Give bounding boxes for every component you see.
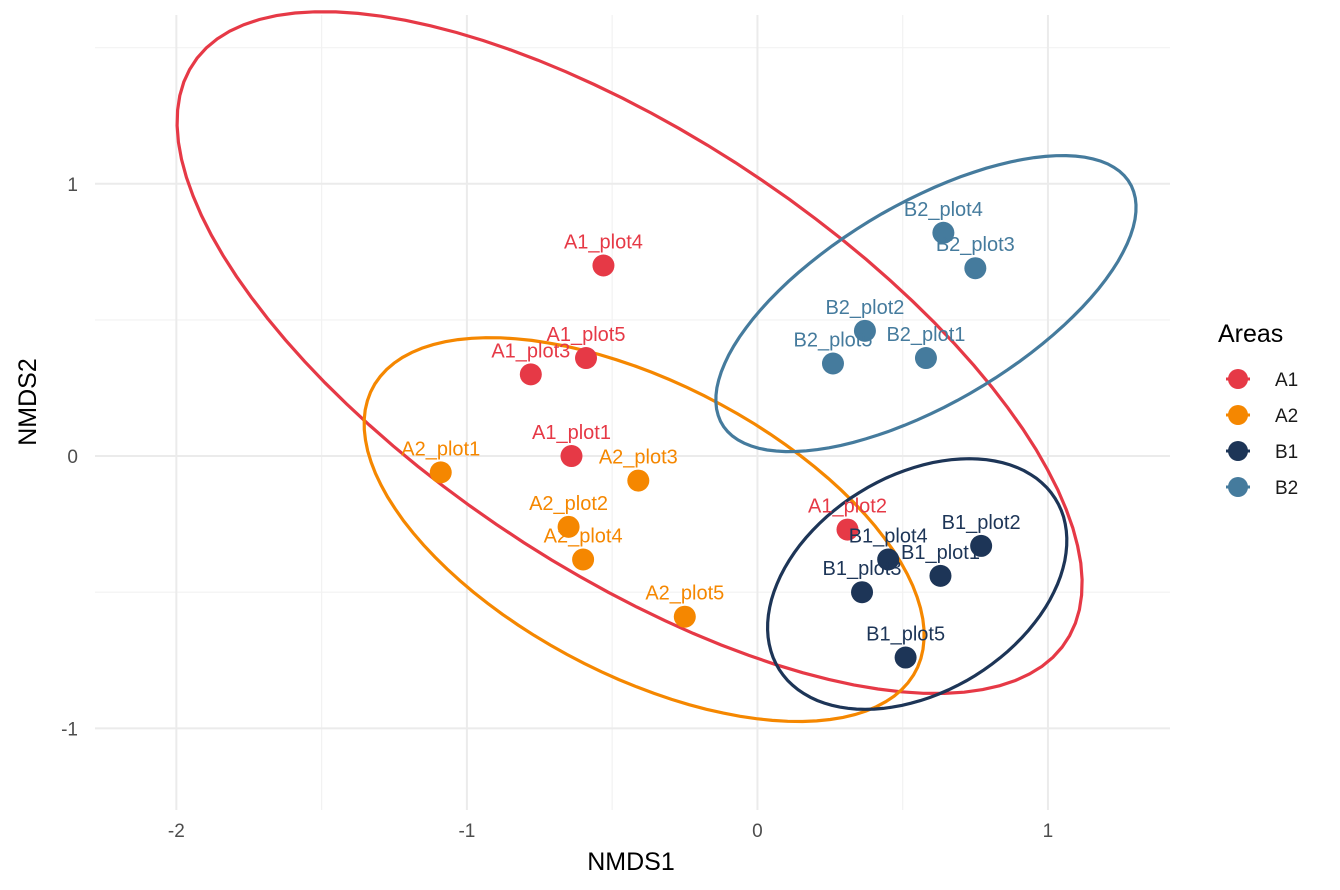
y-tick-label: 0 (67, 447, 78, 468)
point-B2_plot3 (964, 257, 987, 280)
ellipse-B1 (765, 457, 1069, 711)
point-label-A1_plot3: A1_plot3 (491, 340, 570, 362)
point-B1_plot3 (851, 581, 874, 604)
legend-title: Areas (1218, 320, 1283, 348)
point-A1_plot4 (592, 254, 615, 277)
point-labels: A1_plot1 A1_plot2 A1_plot3 A1_plot4 A1_plot5… (401, 199, 1020, 646)
point-A2_plot1 (429, 461, 452, 484)
point-label-B1_plot4: B1_plot4 (849, 526, 928, 548)
point-B1_plot2 (970, 534, 993, 557)
point-label-B2_plot5: B2_plot5 (793, 329, 872, 351)
x-tick-label: 0 (752, 821, 763, 842)
legend-label-B1: B1 (1275, 442, 1298, 463)
legend-label-A1: A1 (1275, 370, 1298, 391)
point-B2_plot2 (853, 319, 876, 342)
point-label-B1_plot1: B1_plot1 (901, 542, 980, 564)
ellipse-B2 (714, 153, 1138, 454)
y-tick-label: -1 (61, 719, 78, 740)
point-label-A2_plot2: A2_plot2 (529, 493, 608, 515)
data-points (429, 221, 993, 669)
point-label-B1_plot3: B1_plot3 (823, 558, 902, 580)
point-B2_plot5 (821, 352, 844, 375)
point-label-A2_plot1: A2_plot1 (401, 438, 480, 460)
legend-key-point-B2 (1228, 477, 1248, 497)
point-A1_plot2 (836, 518, 859, 541)
point-A2_plot2 (557, 515, 580, 538)
y-tick-label: 1 (67, 175, 78, 196)
x-tick-label: -2 (168, 821, 185, 842)
point-A1_plot1 (560, 445, 583, 468)
grid-major (95, 15, 1170, 810)
grid-minor (95, 15, 1170, 810)
legend-key-point-B1 (1228, 441, 1248, 461)
point-B2_plot4 (932, 221, 955, 244)
point-B2_plot1 (914, 347, 937, 370)
point-label-B1_plot5: B1_plot5 (866, 624, 945, 646)
point-label-B2_plot3: B2_plot3 (936, 234, 1015, 256)
point-label-A1_plot2: A1_plot2 (808, 496, 887, 518)
ellipse-A2 (362, 336, 926, 724)
point-label-A2_plot4: A2_plot4 (544, 526, 623, 548)
confidence-ellipses (175, 10, 1138, 724)
point-A1_plot3 (519, 363, 542, 386)
legend-key-point-A2 (1228, 405, 1248, 425)
x-tick-label: -1 (458, 821, 475, 842)
point-B1_plot1 (929, 564, 952, 587)
legend-key-point-A1 (1228, 369, 1248, 389)
legend-label-A2: A2 (1275, 406, 1298, 427)
point-label-B1_plot2: B1_plot2 (942, 512, 1021, 534)
point-A2_plot3 (627, 469, 650, 492)
point-label-A2_plot3: A2_plot3 (599, 447, 678, 469)
point-label-B2_plot1: B2_plot1 (886, 324, 965, 346)
point-A2_plot4 (572, 548, 595, 571)
legend: Areas A1 A2 B1 B2 (1218, 320, 1298, 499)
x-tick-labels: -2 -1 0 1 (168, 821, 1053, 842)
point-A2_plot5 (673, 605, 696, 628)
ellipse-A1 (175, 10, 1084, 696)
point-B1_plot5 (894, 646, 917, 669)
x-tick-label: 1 (1043, 821, 1054, 842)
legend-label-B2: B2 (1275, 478, 1298, 499)
x-axis-title: NMDS1 (587, 848, 675, 876)
point-label-B2_plot2: B2_plot2 (825, 297, 904, 319)
point-label-A1_plot1: A1_plot1 (532, 422, 611, 444)
y-axis-title: NMDS2 (14, 358, 42, 446)
point-A1_plot5 (575, 347, 598, 370)
point-B1_plot4 (877, 548, 900, 571)
point-label-A2_plot5: A2_plot5 (645, 583, 724, 605)
y-tick-labels: -1 0 1 (61, 175, 78, 741)
point-label-A1_plot5: A1_plot5 (547, 324, 626, 346)
point-label-B2_plot4: B2_plot4 (904, 199, 983, 221)
point-label-A1_plot4: A1_plot4 (564, 231, 643, 253)
